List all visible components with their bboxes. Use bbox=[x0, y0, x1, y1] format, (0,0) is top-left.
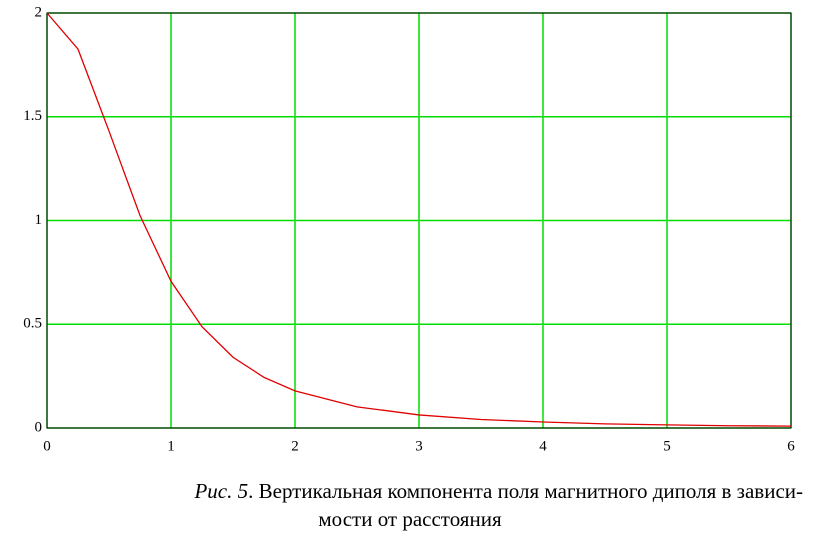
x-tick-label: 4 bbox=[539, 438, 547, 454]
x-tick-label: 3 bbox=[415, 438, 423, 454]
x-tick-label: 1 bbox=[167, 438, 175, 454]
y-tick-label: 0 bbox=[35, 419, 43, 435]
caption-line: Рис. 5. Вертикальная компонента поля маг… bbox=[193, 479, 803, 503]
data-line bbox=[46, 12, 792, 427]
caption-text: мости от расстояния bbox=[318, 507, 502, 531]
y-tick-label: 0.5 bbox=[23, 316, 42, 332]
x-tick-label: 0 bbox=[43, 438, 51, 454]
y-tick-label: 1 bbox=[35, 212, 43, 228]
y-tick-label: 1.5 bbox=[23, 108, 42, 124]
x-tick-label: 5 bbox=[663, 438, 671, 454]
y-tick-label: 2 bbox=[35, 4, 43, 20]
plot-frame bbox=[46, 12, 792, 429]
x-tick-label: 2 bbox=[291, 438, 299, 454]
x-tick-label: 6 bbox=[787, 438, 795, 454]
caption-text: . Вертикальная компонента поля магнитног… bbox=[248, 479, 803, 503]
caption-label: Рис. 5 bbox=[193, 479, 248, 503]
